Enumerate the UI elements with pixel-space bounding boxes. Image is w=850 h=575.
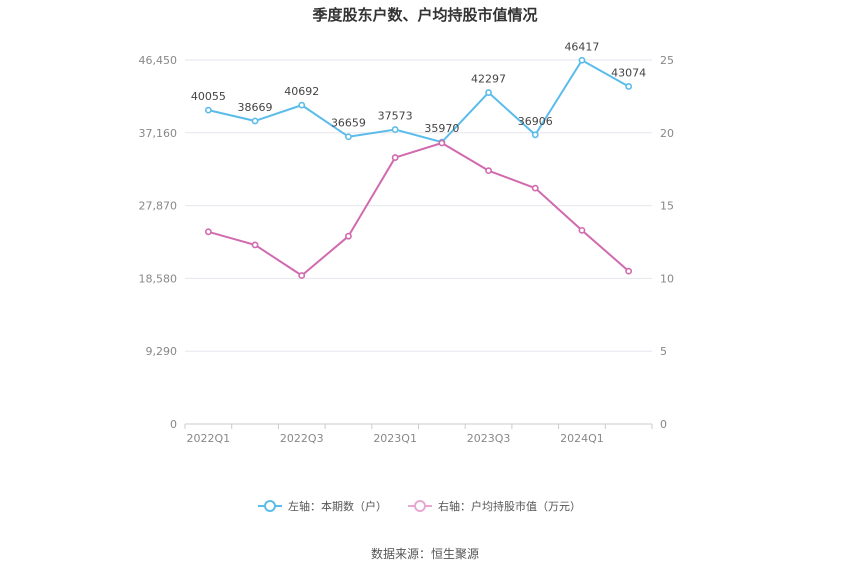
x-tick-label: 2023Q3 bbox=[467, 432, 511, 445]
series-1-point bbox=[251, 241, 259, 249]
legend-item-value[interactable]: 右轴：户均持股市值（万元） bbox=[408, 499, 581, 513]
series-line-0 bbox=[208, 59, 630, 144]
right-tick-label: 25 bbox=[660, 54, 674, 67]
left-tick-label: 9,290 bbox=[146, 345, 178, 358]
legend[interactable]: 左轴：本期数（户） 右轴：户均持股市值（万元） bbox=[258, 499, 581, 513]
left-tick-label: 46,450 bbox=[139, 54, 178, 67]
series-0-point bbox=[204, 106, 212, 114]
right-tick-label: 5 bbox=[660, 345, 667, 358]
x-axis: 2022Q1 2022Q3 2023Q1 2023Q3 2024Q1 bbox=[184, 424, 653, 445]
series-1-point bbox=[625, 267, 633, 275]
series-1-point bbox=[391, 154, 399, 161]
data-label: 35970 bbox=[424, 122, 459, 135]
series-1-point bbox=[485, 167, 492, 175]
series-1-point bbox=[531, 184, 539, 192]
left-tick-label: 0 bbox=[170, 418, 177, 431]
series-1-point bbox=[204, 228, 212, 236]
left-tick-label: 18,580 bbox=[139, 272, 178, 285]
x-tick-label: 2022Q1 bbox=[187, 432, 231, 445]
legend-marker-households bbox=[264, 500, 276, 512]
series-1-point bbox=[438, 139, 446, 147]
legend-label-households: 左轴：本期数（户） bbox=[288, 499, 387, 513]
legend-marker-value bbox=[414, 500, 426, 512]
data-labels: 40055 38669 40692 36659 37573 35970 42297 36906… bbox=[191, 40, 646, 135]
right-axis: 0 5 10 15 20 25 bbox=[660, 54, 674, 431]
series-0-point bbox=[625, 83, 633, 90]
series-1-point bbox=[298, 272, 306, 279]
series-1-point bbox=[345, 232, 352, 240]
data-label: 43074 bbox=[611, 66, 646, 79]
series-0-point bbox=[345, 133, 352, 141]
series-0-point bbox=[578, 56, 586, 64]
data-label: 36906 bbox=[518, 115, 553, 128]
data-label: 40055 bbox=[191, 90, 226, 103]
grid bbox=[185, 59, 652, 425]
series-0-point bbox=[391, 126, 399, 133]
data-label: 36659 bbox=[331, 117, 366, 130]
left-tick-label: 27,870 bbox=[139, 200, 178, 213]
data-label: 42297 bbox=[471, 73, 506, 86]
left-tick-label: 37,160 bbox=[139, 127, 178, 140]
series-line-1 bbox=[208, 141, 630, 277]
series-0-point bbox=[485, 89, 492, 96]
series-0-point bbox=[251, 117, 259, 125]
series-1-point bbox=[578, 226, 586, 234]
series-0-point bbox=[298, 101, 306, 109]
right-tick-label: 0 bbox=[660, 418, 667, 431]
data-label: 37573 bbox=[378, 110, 413, 123]
right-tick-label: 15 bbox=[660, 200, 674, 213]
chart-title: 季度股东户数、户均持股市值情况 bbox=[312, 6, 537, 24]
data-label: 38669 bbox=[238, 101, 273, 114]
x-tick-label: 2023Q1 bbox=[373, 432, 417, 445]
series-0-point bbox=[531, 131, 539, 139]
left-axis: 0 9,290 18,580 27,870 37,160 46,450 bbox=[139, 54, 178, 431]
x-tick-label: 2022Q3 bbox=[280, 432, 324, 445]
data-label: 46417 bbox=[564, 40, 599, 53]
legend-item-households[interactable]: 左轴：本期数（户） bbox=[258, 499, 387, 513]
data-label: 40692 bbox=[284, 85, 319, 98]
right-tick-label: 20 bbox=[660, 127, 674, 140]
x-tick-label: 2024Q1 bbox=[560, 432, 604, 445]
right-tick-label: 10 bbox=[660, 272, 674, 285]
source-note: 数据来源：恒生聚源 bbox=[371, 546, 479, 561]
legend-label-value: 右轴：户均持股市值（万元） bbox=[438, 499, 581, 513]
series-layer bbox=[204, 56, 633, 279]
